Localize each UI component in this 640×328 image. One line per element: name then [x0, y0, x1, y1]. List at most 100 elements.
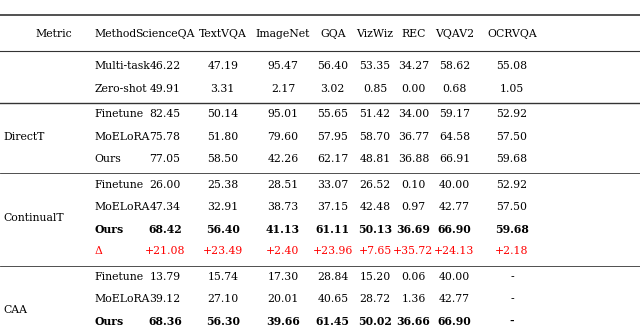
Text: Finetune: Finetune [95, 272, 144, 282]
Text: 95.47: 95.47 [268, 61, 298, 72]
Text: 79.60: 79.60 [268, 132, 298, 142]
Text: 53.35: 53.35 [360, 61, 390, 72]
Text: ContinualT: ContinualT [3, 213, 64, 223]
Text: 61.45: 61.45 [316, 316, 350, 327]
Text: 68.42: 68.42 [148, 224, 182, 235]
Text: +23.96: +23.96 [312, 246, 353, 256]
Text: 52.92: 52.92 [497, 179, 527, 190]
Text: ScienceQA: ScienceQA [136, 30, 195, 39]
Text: 51.42: 51.42 [360, 109, 390, 119]
Text: 42.77: 42.77 [439, 202, 470, 212]
Text: 36.66: 36.66 [397, 316, 430, 327]
Text: 25.38: 25.38 [207, 179, 238, 190]
Text: Δ: Δ [95, 246, 102, 256]
Text: Finetune: Finetune [95, 109, 144, 119]
Text: +24.13: +24.13 [434, 246, 475, 256]
Text: MoELoRA: MoELoRA [95, 132, 150, 142]
Text: 59.68: 59.68 [497, 154, 527, 164]
Text: 28.51: 28.51 [268, 179, 298, 190]
Text: Ours: Ours [95, 316, 124, 327]
Text: OCRVQA: OCRVQA [487, 30, 537, 39]
Text: 64.58: 64.58 [439, 132, 470, 142]
Text: 3.31: 3.31 [211, 84, 235, 94]
Text: +23.49: +23.49 [203, 246, 243, 256]
Text: 33.07: 33.07 [317, 179, 348, 190]
Text: VQAV2: VQAV2 [435, 30, 474, 39]
Text: 1.05: 1.05 [500, 84, 524, 94]
Text: 34.00: 34.00 [398, 109, 429, 119]
Text: 47.19: 47.19 [207, 61, 238, 72]
Text: 52.92: 52.92 [497, 109, 527, 119]
Text: 41.13: 41.13 [266, 224, 300, 235]
Text: ImageNet: ImageNet [256, 30, 310, 39]
Text: 77.05: 77.05 [150, 154, 180, 164]
Text: 58.62: 58.62 [439, 61, 470, 72]
Text: Finetune: Finetune [95, 179, 144, 190]
Text: 68.36: 68.36 [148, 316, 182, 327]
Text: 48.81: 48.81 [360, 154, 390, 164]
Text: 55.65: 55.65 [317, 109, 348, 119]
Text: 40.00: 40.00 [439, 179, 470, 190]
Text: 36.88: 36.88 [397, 154, 429, 164]
Text: 66.90: 66.90 [438, 316, 471, 327]
Text: 17.30: 17.30 [268, 272, 298, 282]
Text: Method: Method [95, 30, 137, 39]
Text: 56.40: 56.40 [206, 224, 239, 235]
Text: 55.08: 55.08 [497, 61, 527, 72]
Text: 39.66: 39.66 [266, 316, 300, 327]
Text: 57.50: 57.50 [497, 132, 527, 142]
Text: -: - [509, 316, 515, 327]
Text: Zero-shot: Zero-shot [95, 84, 147, 94]
Text: 39.12: 39.12 [150, 294, 180, 304]
Text: Ours: Ours [95, 154, 122, 164]
Text: 38.73: 38.73 [268, 202, 298, 212]
Text: 50.13: 50.13 [358, 224, 392, 235]
Text: 46.22: 46.22 [150, 61, 180, 72]
Text: 34.27: 34.27 [398, 61, 429, 72]
Text: 0.00: 0.00 [401, 84, 426, 94]
Text: 28.72: 28.72 [360, 294, 390, 304]
Text: 0.85: 0.85 [363, 84, 387, 94]
Text: 82.45: 82.45 [150, 109, 180, 119]
Text: 3.02: 3.02 [321, 84, 345, 94]
Text: 50.02: 50.02 [358, 316, 392, 327]
Text: 58.70: 58.70 [360, 132, 390, 142]
Text: +2.18: +2.18 [495, 246, 529, 256]
Text: VizWiz: VizWiz [356, 30, 394, 39]
Text: 42.26: 42.26 [268, 154, 298, 164]
Text: 42.77: 42.77 [439, 294, 470, 304]
Text: 58.50: 58.50 [207, 154, 238, 164]
Text: 2.17: 2.17 [271, 84, 295, 94]
Text: +2.40: +2.40 [266, 246, 300, 256]
Text: 36.77: 36.77 [398, 132, 429, 142]
Text: 0.97: 0.97 [401, 202, 426, 212]
Text: 26.52: 26.52 [360, 179, 390, 190]
Text: 62.17: 62.17 [317, 154, 348, 164]
Text: REC: REC [401, 30, 426, 39]
Text: 0.10: 0.10 [401, 179, 426, 190]
Text: 51.80: 51.80 [207, 132, 238, 142]
Text: 50.14: 50.14 [207, 109, 238, 119]
Text: MoELoRA: MoELoRA [95, 202, 150, 212]
Text: 15.74: 15.74 [207, 272, 238, 282]
Text: Ours: Ours [95, 224, 124, 235]
Text: +21.08: +21.08 [145, 246, 186, 256]
Text: CAA: CAA [3, 305, 27, 316]
Text: 0.06: 0.06 [401, 272, 426, 282]
Text: 59.68: 59.68 [495, 224, 529, 235]
Text: 27.10: 27.10 [207, 294, 238, 304]
Text: 37.15: 37.15 [317, 202, 348, 212]
Text: GQA: GQA [320, 30, 346, 39]
Text: 26.00: 26.00 [149, 179, 181, 190]
Text: 95.01: 95.01 [268, 109, 298, 119]
Text: 42.48: 42.48 [360, 202, 390, 212]
Text: 59.17: 59.17 [439, 109, 470, 119]
Text: -: - [510, 294, 514, 304]
Text: Metric: Metric [35, 30, 72, 39]
Text: 49.91: 49.91 [150, 84, 180, 94]
Text: 40.65: 40.65 [317, 294, 348, 304]
Text: 15.20: 15.20 [360, 272, 390, 282]
Text: MoELoRA: MoELoRA [95, 294, 150, 304]
Text: +7.65: +7.65 [358, 246, 392, 256]
Text: 0.68: 0.68 [442, 84, 467, 94]
